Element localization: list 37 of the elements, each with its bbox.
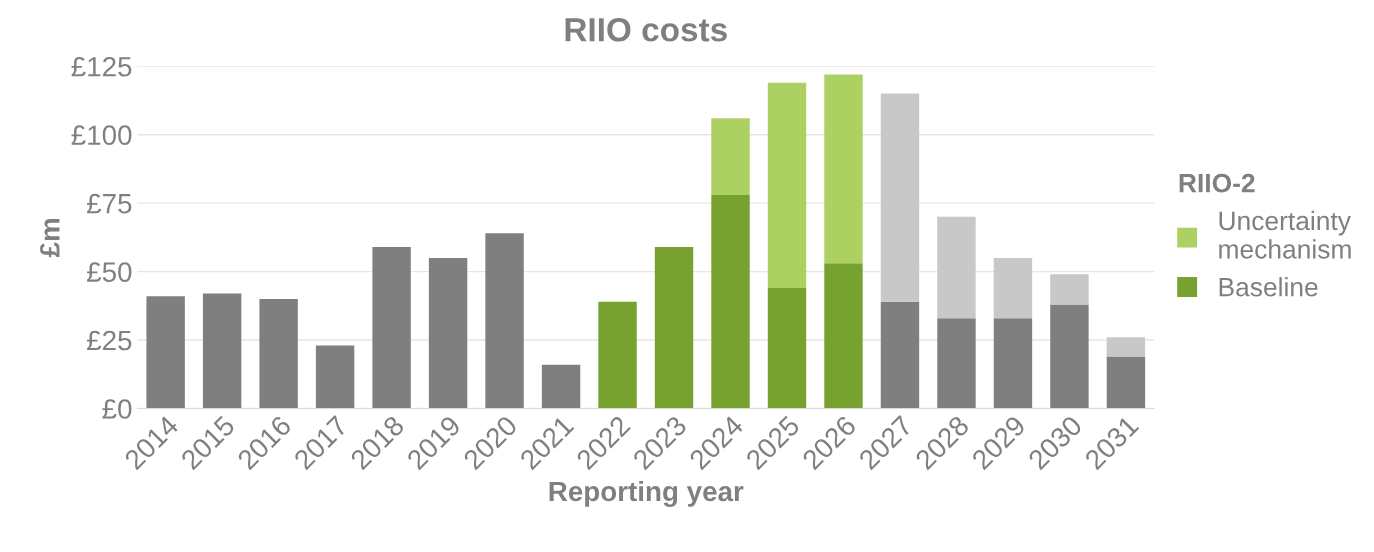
y-tick-label: £75: [86, 193, 132, 214]
bar: [880, 301, 920, 409]
y-tick-label: £50: [86, 262, 132, 282]
bar: [1050, 304, 1089, 409]
bar: [1050, 274, 1089, 305]
bar: [315, 345, 355, 409]
bar: [541, 364, 581, 409]
bar: [767, 82, 807, 289]
bar: [937, 318, 976, 409]
legend-label: Uncertainty mechanism: [1219, 210, 1351, 259]
bar: [711, 194, 750, 409]
bar: [937, 216, 976, 319]
legend-label: Baseline: [1219, 277, 1318, 297]
bar: [711, 118, 750, 195]
legend-title: RIIO-2: [1179, 173, 1255, 193]
y-tick-label: £25: [86, 330, 132, 351]
x-axis-title: Reporting year: [549, 480, 744, 507]
bar: [1106, 337, 1146, 357]
bar: [824, 74, 863, 264]
bar: [654, 246, 694, 409]
bar: [598, 301, 637, 409]
bar: [428, 257, 468, 409]
bar: [202, 293, 242, 409]
bar: [485, 233, 524, 409]
bar: [767, 288, 807, 409]
bar: [993, 257, 1033, 319]
bar: [1106, 356, 1146, 409]
y-tick-label: £100: [71, 125, 132, 146]
bar: [824, 263, 863, 409]
bar: [372, 246, 411, 409]
bar: [993, 318, 1033, 409]
chart-title: RIIO costs: [565, 17, 727, 42]
y-tick-label: £125: [71, 56, 132, 77]
bar: [259, 298, 298, 409]
y-axis-title: £m: [40, 219, 60, 258]
bar: [146, 296, 185, 409]
bar: [880, 93, 920, 302]
